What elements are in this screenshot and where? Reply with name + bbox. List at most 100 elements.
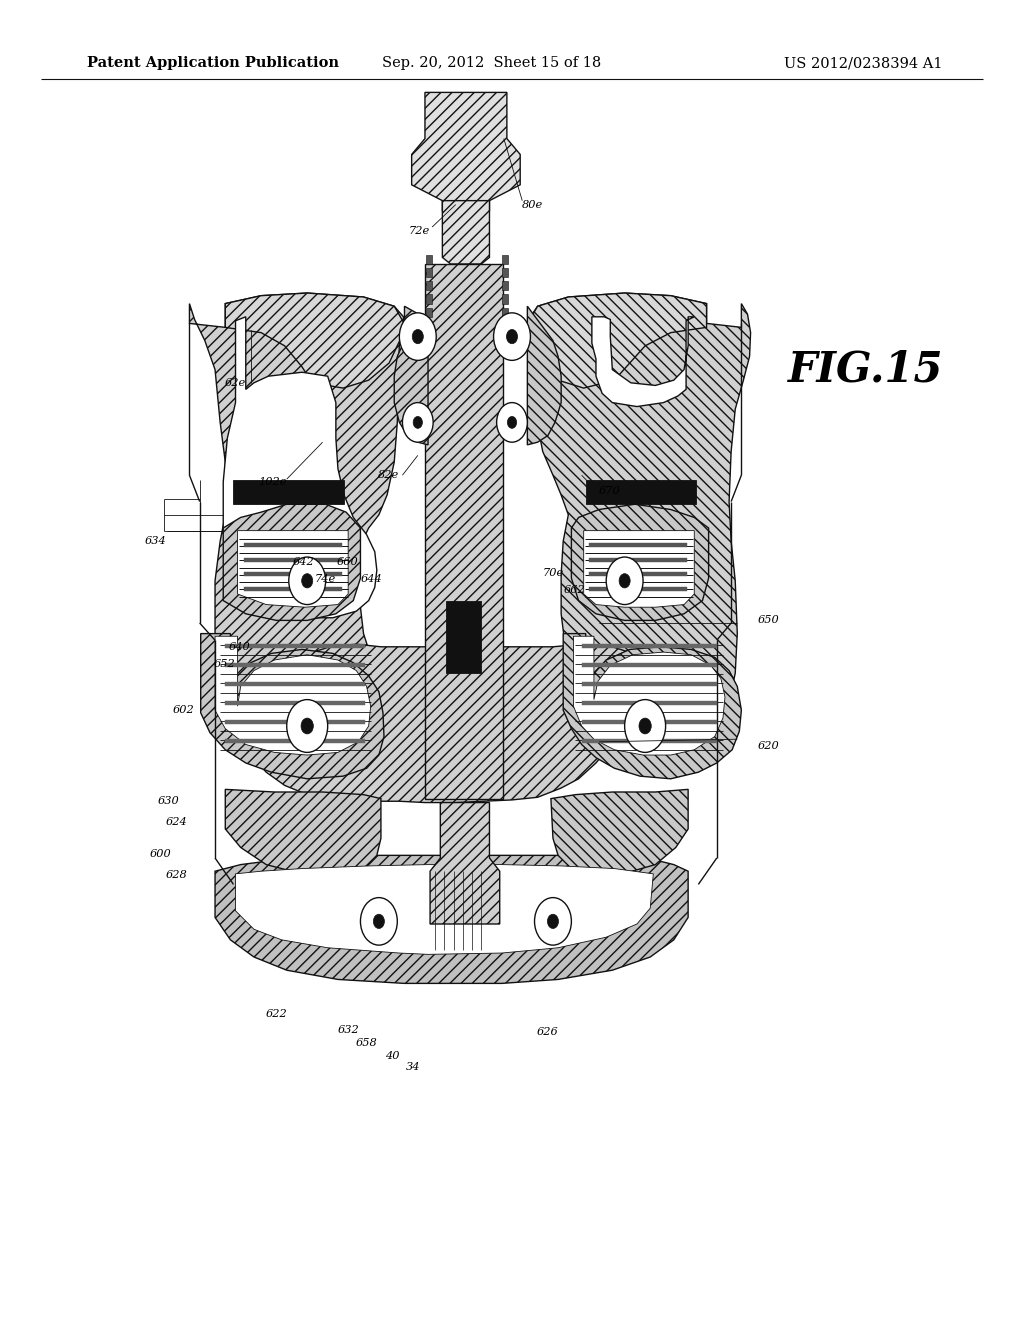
Polygon shape [189,293,404,733]
Text: 658: 658 [355,1038,378,1048]
Bar [426,255,432,264]
Text: 624: 624 [166,817,187,828]
Polygon shape [571,504,709,620]
Bar [582,739,717,743]
Polygon shape [592,317,694,407]
Polygon shape [225,293,403,388]
Circle shape [606,557,643,605]
Polygon shape [215,855,688,983]
Bar [502,294,508,304]
Polygon shape [201,634,384,779]
Circle shape [620,574,630,587]
Text: 40: 40 [385,1051,399,1061]
Polygon shape [527,306,561,445]
Text: 644: 644 [360,574,382,585]
Bar [589,572,687,576]
Polygon shape [238,531,348,607]
Text: 70e: 70e [543,568,564,578]
Bar [225,682,365,686]
Text: 628: 628 [166,870,187,880]
Text: 634: 634 [145,536,167,546]
Bar [582,682,717,686]
Bar [589,557,687,562]
Polygon shape [223,317,377,618]
Polygon shape [215,636,371,755]
Circle shape [399,313,436,360]
Circle shape [289,557,326,605]
Polygon shape [425,264,503,799]
Circle shape [302,574,312,587]
Polygon shape [233,644,647,803]
Text: 622: 622 [265,1008,288,1019]
Circle shape [301,718,313,734]
Circle shape [507,330,517,343]
Polygon shape [442,201,489,264]
Circle shape [413,416,422,429]
Bar [244,572,342,576]
Bar [502,281,508,290]
Text: 620: 620 [758,741,779,751]
Text: US 2012/0238394 A1: US 2012/0238394 A1 [783,57,942,70]
Text: 642: 642 [293,557,314,568]
Bar [225,663,365,667]
Bar [582,719,717,723]
Text: 600: 600 [150,849,171,859]
Circle shape [548,915,558,928]
Circle shape [402,403,433,442]
Circle shape [508,416,516,429]
Text: Sep. 20, 2012  Sheet 15 of 18: Sep. 20, 2012 Sheet 15 of 18 [382,57,601,70]
Bar [244,586,342,591]
Polygon shape [225,789,381,874]
Circle shape [360,898,397,945]
Bar [225,701,365,705]
Bar [446,601,481,673]
Text: 82e: 82e [378,470,399,480]
Bar [225,644,365,648]
Text: 652: 652 [214,659,236,669]
Polygon shape [412,92,520,211]
Bar [586,480,696,504]
Bar [502,268,508,277]
Text: 34: 34 [406,1061,420,1072]
Polygon shape [394,306,428,445]
Polygon shape [528,293,707,388]
Circle shape [535,898,571,945]
Bar [225,739,365,743]
Bar [426,308,432,317]
Bar [426,268,432,277]
Polygon shape [223,504,360,620]
Circle shape [494,313,530,360]
Text: 102e: 102e [258,477,287,487]
Text: 662: 662 [563,585,585,595]
Bar [582,663,717,667]
Polygon shape [573,636,725,755]
Bar [502,308,508,317]
Text: 74e: 74e [314,574,336,585]
Bar [582,701,717,705]
Polygon shape [528,293,751,747]
Bar [233,480,344,504]
Text: 72e: 72e [409,226,430,236]
Bar [225,719,365,723]
Text: 640: 640 [229,642,251,652]
Circle shape [287,700,328,752]
Bar [589,586,687,591]
Text: 630: 630 [158,796,179,807]
Circle shape [639,718,651,734]
Polygon shape [430,803,500,924]
Circle shape [374,915,384,928]
Text: Patent Application Publication: Patent Application Publication [87,57,339,70]
Text: 626: 626 [537,1027,559,1038]
Bar [426,294,432,304]
Bar [502,255,508,264]
Bar [582,644,717,648]
Bar [426,281,432,290]
Bar [589,544,687,546]
Polygon shape [236,865,653,954]
Bar [244,557,342,562]
Circle shape [413,330,423,343]
Circle shape [497,403,527,442]
Circle shape [625,700,666,752]
Text: 602: 602 [173,705,195,715]
Bar [244,544,342,546]
